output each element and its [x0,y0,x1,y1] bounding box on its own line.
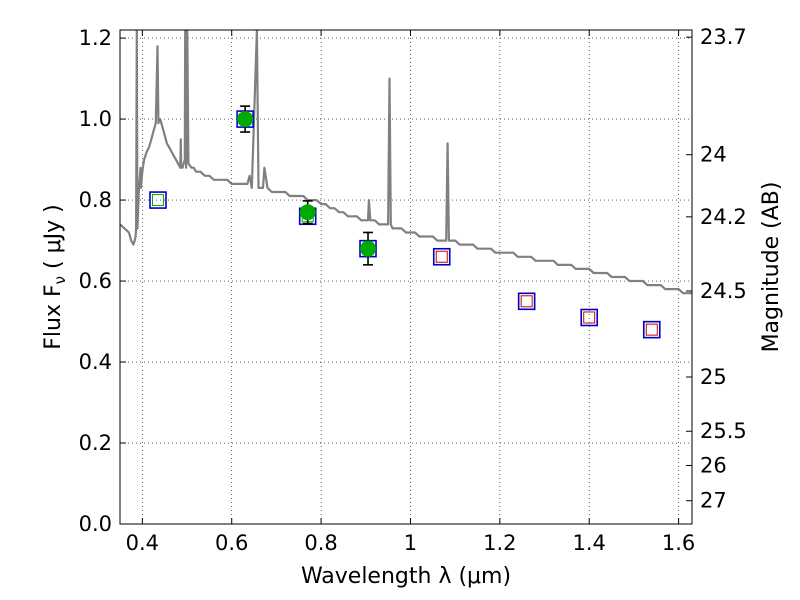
y-tick-label: 1.0 [79,107,112,131]
right-tick-label: 24.5 [700,279,747,303]
right-tick-label: 24 [700,143,727,167]
right-tick-label: 27 [700,489,727,513]
x-tick-label: 1.4 [573,531,606,555]
model-photometry-inner-square [151,194,164,207]
model-photometry-square [432,247,451,266]
axis-layer: 0.4 0.6 0.8 1 1.2 1.4 1.6 0.0 0.2 0.4 0.6 0.8 1.0 1.2… [79,25,747,555]
x-axis-label: Wavelength λ (μm) [301,564,511,589]
y-axis-label-unit: ( μJy ) [41,204,66,276]
observed-point [360,240,377,257]
model-photometry-inner-square [520,295,533,308]
observed-point [299,204,316,221]
y-tick-label: 1.2 [79,26,112,50]
right-tick-label: 23.7 [700,25,747,49]
plot-layer [120,30,692,339]
x-tick-label: 1 [404,531,417,555]
right-tick-label: 26 [700,453,727,477]
x-tick-label: 0.8 [304,531,337,555]
model-photometry-inner-square [583,311,596,324]
model-photometry-inner-square [435,250,448,263]
model-photometry-square [642,320,661,339]
x-tick-label: 0.4 [126,531,159,555]
model-photometry-square [580,308,599,327]
y-tick-label: 0.0 [79,512,112,536]
y-tick-label: 0.6 [79,269,112,293]
y-tick-label: 0.2 [79,431,112,455]
x-tick-label: 1.6 [662,531,695,555]
y-tick-label: 0.8 [79,188,112,212]
model-spectrum-line [120,30,692,295]
right-axis-label: Magnitude (AB) [759,182,784,353]
model-photometry-inner-square [645,323,658,336]
observed-point [237,111,254,128]
y-tick-label: 0.4 [79,350,112,374]
plot-frame [119,29,693,525]
y-axis-label: Flux Fν ( μJy ) [41,204,69,349]
right-tick-label: 25.5 [700,419,747,443]
grid-layer [120,30,692,525]
y-axis-label-subscript: ν [51,276,69,284]
right-tick-label: 24.2 [700,205,747,229]
x-tick-label: 0.6 [215,531,248,555]
right-tick-label: 25 [700,365,727,389]
model-photometry-square [517,292,536,311]
model-photometry-square [149,191,167,209]
x-tick-label: 1.2 [483,531,516,555]
y-axis-label-main: Flux F [41,284,66,349]
